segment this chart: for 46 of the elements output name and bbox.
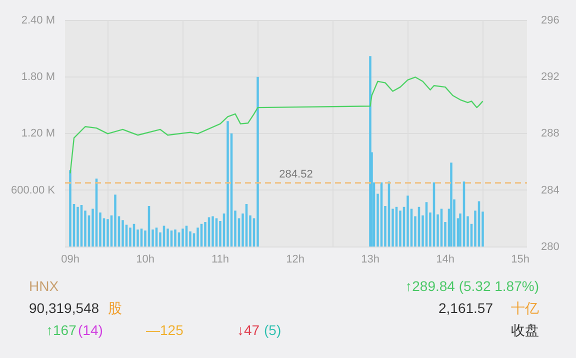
- y-tick-label: 1.80 M: [21, 71, 55, 84]
- y-tick-label: 2.40 M: [21, 14, 55, 27]
- bar: [69, 170, 72, 247]
- bar: [122, 220, 124, 247]
- bar: [204, 222, 206, 247]
- bar: [256, 76, 259, 247]
- text: 2,161.57: [438, 300, 493, 316]
- y-tick-label: 600.00 K: [10, 184, 56, 196]
- text: 90,319,548: [29, 300, 100, 316]
- text: 十亿: [511, 300, 539, 318]
- bar: [76, 206, 79, 247]
- text: ↓47: [237, 322, 260, 338]
- bar: [182, 228, 184, 247]
- bar: [399, 210, 402, 247]
- x-tick-label: 14h: [436, 253, 454, 266]
- bar: [174, 230, 176, 247]
- x-tick-label: 12h: [286, 253, 304, 266]
- text: ↑289.84 (5.32 1.87%): [405, 278, 539, 294]
- text: 收盘: [511, 322, 539, 340]
- text: ↑167: [46, 322, 76, 338]
- text: HNX: [29, 278, 59, 294]
- x-tick-label: 15h: [511, 253, 530, 266]
- y2-tick-label: 280: [541, 240, 560, 253]
- ref-line-label: 284.52: [279, 168, 313, 180]
- x-tick-label: 09h: [61, 253, 80, 266]
- bar: [106, 219, 109, 247]
- x-tick-label: 13h: [361, 253, 380, 266]
- y2-tick-label: 296: [541, 14, 560, 27]
- y-tick-label: 1.20 M: [21, 128, 55, 140]
- text: —125: [146, 322, 184, 338]
- bar: [406, 196, 409, 247]
- bar: [114, 194, 116, 247]
- text: (5): [264, 322, 282, 338]
- y2-tick-label: 284: [541, 184, 560, 196]
- x-tick-label: 10h: [136, 253, 154, 266]
- bar: [212, 216, 214, 247]
- y2-tick-label: 292: [541, 71, 560, 84]
- text: 股: [108, 300, 122, 318]
- text: (14): [78, 322, 103, 338]
- bar: [196, 228, 199, 247]
- bar: [166, 228, 169, 247]
- bar: [226, 121, 229, 247]
- y2-tick-label: 288: [541, 128, 560, 140]
- bar: [450, 162, 452, 247]
- x-tick-label: 11h: [211, 253, 230, 266]
- bar: [129, 228, 132, 247]
